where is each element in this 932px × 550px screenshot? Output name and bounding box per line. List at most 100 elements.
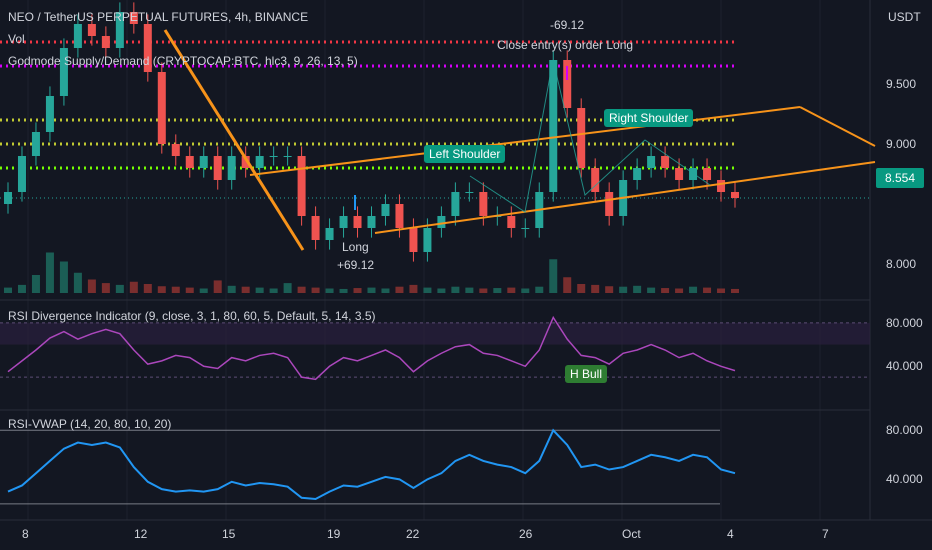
candle-body: [577, 108, 586, 168]
resistance-line: [249, 106, 801, 176]
time-axis-tick: 12: [134, 527, 148, 541]
time-axis-tick: 22: [406, 527, 420, 541]
head-shoulders-pattern: [469, 59, 711, 213]
currency-label: USDT: [888, 10, 921, 24]
candle-body: [381, 204, 390, 216]
candle-body: [199, 156, 208, 168]
candle-body: [311, 216, 320, 240]
volume-bar: [605, 286, 614, 293]
volume-bar: [31, 275, 40, 293]
volume-bar: [325, 288, 334, 293]
vwap-axis-tick: 40.000: [886, 472, 923, 487]
candle-body: [115, 12, 124, 48]
resistance-line-extension: [799, 106, 876, 147]
long-pnl-label: +69.12: [337, 258, 375, 272]
volume-bar: [283, 283, 292, 293]
volume-bar: [115, 284, 124, 293]
candle-body: [633, 168, 642, 180]
candle-body: [339, 216, 348, 228]
rsi-axis-tick: 80.000: [886, 315, 923, 330]
candle-body: [269, 156, 278, 157]
volume-label[interactable]: Vol: [8, 32, 25, 46]
candle-body: [4, 192, 12, 204]
candle-body: [255, 156, 264, 168]
volume-bar: [731, 288, 739, 293]
volume-bar: [647, 287, 656, 293]
volume-bar: [535, 286, 544, 293]
candle-body: [465, 192, 474, 193]
volume-bar: [269, 288, 278, 293]
volume-bar: [143, 284, 152, 293]
candle-body: [703, 168, 712, 180]
vwap-axis-tick: 80.000: [886, 423, 923, 438]
candle-body: [157, 72, 166, 144]
volume-bar: [185, 287, 194, 293]
candle-body: [647, 156, 656, 168]
rsi-line: [7, 315, 736, 381]
rsi-vwap-title[interactable]: RSI-VWAP (14, 20, 80, 10, 20): [8, 417, 172, 431]
volume-bar: [129, 281, 138, 293]
time-axis-tick: 7: [822, 527, 829, 541]
volume-bar: [59, 261, 68, 293]
candle-body: [227, 156, 236, 180]
volume-bar: [339, 288, 348, 293]
candle-body: [213, 156, 222, 180]
volume-bar: [591, 284, 600, 293]
trade-pnl-label: -69.12: [550, 18, 585, 32]
candle-body: [437, 216, 446, 228]
left-shoulder-tag[interactable]: Left Shoulder: [424, 145, 506, 163]
price-axis-tick: 9.500: [886, 77, 917, 91]
candle-body: [451, 192, 460, 216]
candle-body: [689, 168, 698, 180]
candle-body: [423, 228, 432, 252]
volume-bar: [17, 284, 26, 293]
time-axis-tick: Oct: [622, 527, 641, 541]
candle-body: [731, 192, 739, 198]
volume-bar: [4, 287, 12, 293]
volume-bar: [717, 288, 726, 293]
candle-body: [661, 156, 670, 168]
volume-bar: [633, 285, 642, 293]
rsi-vwap-line: [7, 428, 736, 500]
support-line: [374, 161, 876, 234]
volume-bar: [367, 287, 376, 293]
candle-body: [507, 216, 516, 228]
volume-bar: [45, 252, 54, 293]
h-bull-tag: H Bull: [565, 365, 608, 383]
candle-body: [283, 156, 292, 157]
candle-body: [479, 192, 488, 216]
volume-bar: [619, 286, 628, 293]
candle-body: [31, 132, 40, 156]
candle-body: [185, 156, 194, 168]
volume-bar: [563, 277, 572, 293]
rsi-divergence-title[interactable]: RSI Divergence Indicator (9, close, 3, 1…: [8, 309, 376, 323]
close-entry-label: Close entry(s) order Long: [497, 38, 634, 52]
volume-bar: [87, 279, 96, 293]
volume-bar: [171, 286, 180, 293]
candle-body: [241, 156, 250, 168]
right-shoulder-tag[interactable]: Right Shoulder: [604, 109, 694, 127]
indicator-title[interactable]: Godmode Supply/Demand (CRYPTOCAP:BTC, hl…: [8, 54, 358, 68]
volume-bar: [423, 287, 432, 293]
volume-bar: [101, 283, 110, 293]
candle-body: [549, 60, 558, 192]
candle-body: [353, 216, 362, 228]
volume-bar: [227, 285, 236, 293]
candle-body: [367, 216, 376, 228]
candle-body: [87, 24, 96, 36]
volume-bar: [479, 288, 488, 293]
volume-bar: [661, 288, 670, 293]
candle-body: [409, 228, 418, 252]
downtrend-line: [163, 29, 305, 251]
volume-bar: [381, 288, 390, 293]
volume-bar: [395, 286, 404, 293]
volume-bar: [675, 288, 684, 293]
volume-bar: [703, 287, 712, 293]
candle-body: [101, 36, 110, 48]
volume-bar: [353, 288, 362, 293]
candle-body: [605, 192, 614, 216]
volume-bar: [521, 288, 530, 293]
volume-bar: [507, 287, 516, 293]
price-axis-tick: 9.000: [886, 137, 917, 151]
